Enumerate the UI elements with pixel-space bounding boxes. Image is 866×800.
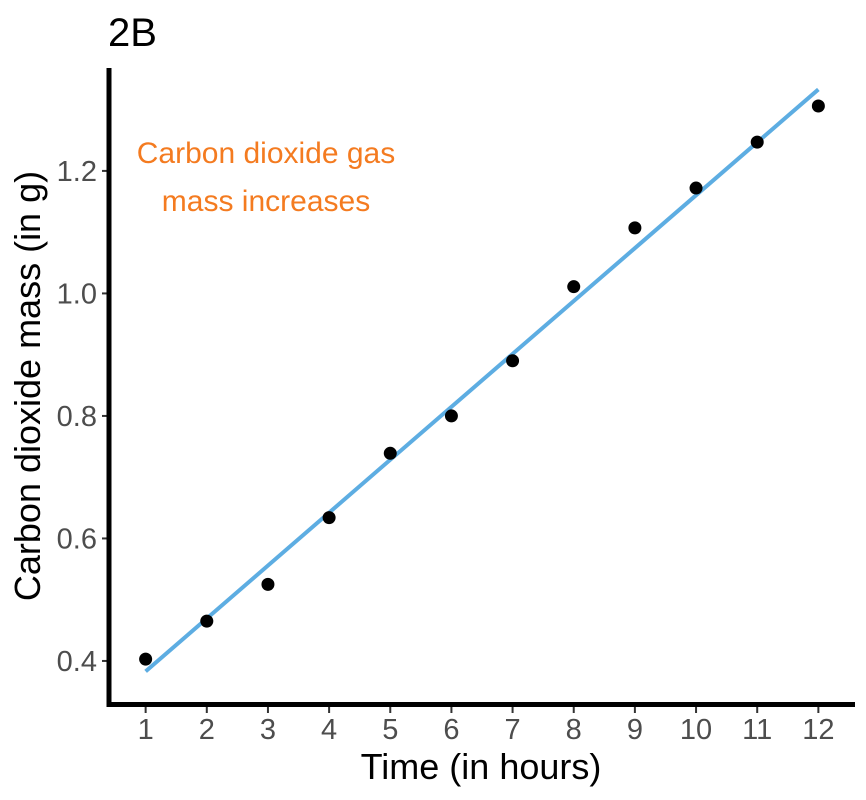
data-point	[689, 181, 703, 195]
data-point	[383, 446, 397, 460]
data-point	[567, 280, 581, 294]
x-tick-label: 8	[566, 714, 582, 746]
x-tick-label: 6	[443, 714, 459, 746]
data-point	[200, 614, 214, 628]
x-tick-label: 1	[138, 714, 154, 746]
data-point	[444, 409, 458, 423]
data-point	[139, 652, 153, 666]
x-tick-label: 4	[321, 714, 337, 746]
annotation-line-1: Carbon dioxide gas	[137, 137, 396, 170]
x-tick-label: 9	[627, 714, 643, 746]
x-axis-ticks: 1 2 3 4 5 6 7 8 9 10 11 12	[138, 707, 834, 746]
chart-title: 2B	[108, 11, 157, 55]
x-tick-label: 5	[382, 714, 398, 746]
y-tick-label: 0.4	[57, 646, 97, 678]
trend-line-group	[144, 87, 820, 673]
annotation-line-2: mass increases	[162, 185, 370, 218]
y-tick-label: 0.6	[57, 523, 97, 555]
x-tick-label: 3	[260, 714, 276, 746]
y-tick-label: 1.0	[57, 278, 97, 310]
x-tick-label: 7	[505, 714, 521, 746]
x-axis-title: Time (in hours)	[361, 746, 602, 787]
x-tick-label: 2	[199, 714, 215, 746]
y-tick-label: 1.2	[57, 156, 97, 188]
trend-line	[144, 87, 820, 673]
x-tick-label: 10	[680, 714, 712, 746]
data-point	[811, 99, 825, 113]
x-tick-label: 11	[742, 714, 772, 746]
data-point	[506, 354, 520, 368]
data-points	[139, 99, 825, 666]
data-point	[322, 511, 336, 525]
x-tick-label: 12	[802, 714, 834, 746]
data-point	[261, 577, 275, 591]
y-axis-title: Carbon dioxide mass (in g)	[7, 171, 48, 601]
y-axis-ticks: 0.4 0.6 0.8 1.0 1.2	[57, 156, 108, 678]
data-point	[750, 135, 764, 149]
y-tick-label: 0.8	[57, 401, 97, 433]
data-point	[628, 221, 642, 235]
